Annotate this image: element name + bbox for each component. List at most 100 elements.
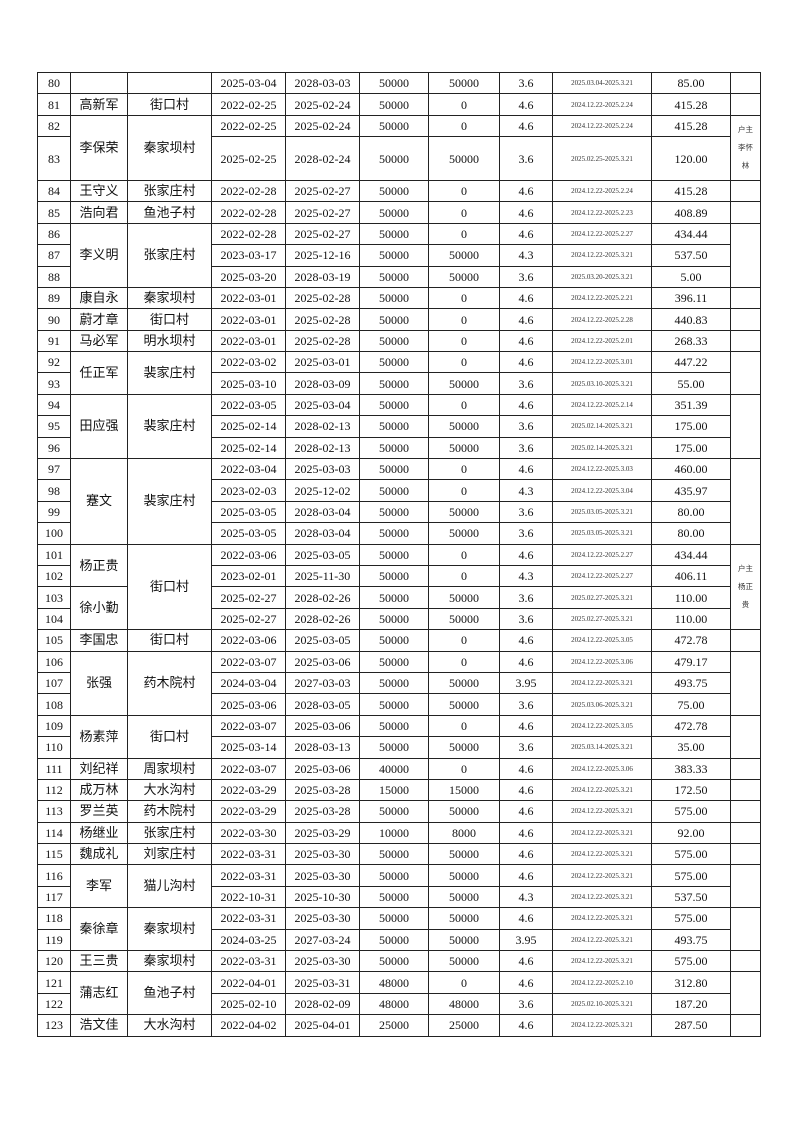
interest-rate: 3.6 — [499, 415, 553, 438]
loan-amount: 50000 — [359, 479, 429, 502]
row-number: 84 — [37, 179, 71, 203]
end-date: 2025-03-30 — [285, 843, 360, 866]
loan-amount: 48000 — [359, 992, 429, 1016]
loan-amount: 50000 — [359, 393, 429, 417]
interest-rate: 4.6 — [499, 757, 553, 780]
loan-amount: 50000 — [359, 543, 429, 567]
row-number: 118 — [37, 907, 71, 930]
interest-period: 2024.12.22-2025.2.01 — [552, 329, 652, 353]
interest-rate: 3.6 — [499, 522, 553, 545]
row-number: 91 — [37, 329, 71, 353]
loan-amount: 50000 — [359, 950, 429, 973]
end-date: 2025-03-30 — [285, 864, 360, 887]
borrower-name: 魏成礼 — [70, 843, 128, 866]
interest-period: 2025.03.14-2025.3.21 — [552, 736, 652, 759]
balance: 0 — [428, 114, 500, 138]
interest-amount: 440.83 — [651, 308, 731, 331]
row-number: 87 — [37, 244, 71, 267]
interest-period: 2024.12.22-2025.2.28 — [552, 308, 652, 331]
note: 户主李怀林 — [730, 114, 761, 181]
note — [730, 629, 761, 652]
interest-period: 2024.12.22-2025.3.04 — [552, 479, 652, 502]
borrower-name: 蒲志红 — [70, 971, 128, 1016]
interest-amount: 408.89 — [651, 201, 731, 224]
table-row: 86 李义明 张家庄村 2022-02-28 2025-02-27 50000 0 4.6 20… — [37, 222, 761, 288]
interest-amount: 435.97 — [651, 479, 731, 502]
balance: 48000 — [428, 992, 500, 1016]
borrower-name: 康自永 — [70, 286, 128, 310]
interest-period: 2025.02.10-2025.3.21 — [552, 992, 652, 1016]
end-date: 2025-03-05 — [285, 543, 360, 567]
interest-amount: 287.50 — [651, 1014, 731, 1037]
table-row: 112 成万林 大水沟村 2022-03-29 2025-03-28 15000 15000… — [37, 778, 761, 802]
interest-period: 2024.12.22-2025.3.05 — [552, 629, 652, 652]
table-row: 95 2025-02-14 2028-02-13 50000 50000 3.6 2025.… — [37, 415, 761, 438]
interest-rate: 3.6 — [499, 71, 553, 95]
balance: 50000 — [428, 500, 500, 524]
balance: 0 — [428, 351, 500, 374]
end-date: 2027-03-24 — [285, 928, 360, 952]
interest-rate: 3.6 — [499, 265, 553, 288]
table-row: 89 康自永 秦家坝村 2022-03-01 2025-02-28 50000 0 4.6 20… — [37, 286, 761, 310]
table-row: 118 秦徐章 秦家坝村 2022-03-31 2025-03-30 50000 50000… — [37, 907, 761, 952]
balance: 0 — [428, 714, 500, 738]
interest-period: 2024.12.22-2025.3.21 — [552, 1014, 652, 1037]
table-row: 123 浩文佳 大水沟村 2022-04-02 2025-04-01 25000 25000… — [37, 1014, 761, 1037]
end-date: 2025-10-30 — [285, 885, 360, 909]
row-number: 83 — [37, 136, 71, 181]
end-date: 2025-12-16 — [285, 244, 360, 267]
borrower-name: 王守义 — [70, 179, 128, 203]
start-date: 2025-02-14 — [211, 415, 286, 438]
village: 张家庄村 — [127, 821, 212, 845]
note — [730, 329, 761, 353]
start-date: 2022-03-31 — [211, 950, 286, 973]
table-row: 115 魏成礼 刘家庄村 2022-03-31 2025-03-30 50000 50000… — [37, 843, 761, 866]
end-date: 2025-03-28 — [285, 778, 360, 802]
interest-amount: 493.75 — [651, 671, 731, 695]
interest-period: 2024.12.22-2025.3.01 — [552, 351, 652, 374]
interest-rate: 4.6 — [499, 800, 553, 823]
interest-amount: 479.17 — [651, 650, 731, 673]
row-number: 111 — [37, 757, 71, 780]
balance: 50000 — [428, 522, 500, 545]
borrower-name: 杨继业 — [70, 821, 128, 845]
balance: 0 — [428, 308, 500, 331]
interest-amount: 120.00 — [651, 136, 731, 181]
row-number: 103 — [37, 586, 71, 609]
table-row: 80 2025-03-04 2028-03-03 50000 50000 3.6 2025.… — [37, 71, 761, 95]
balance: 50000 — [428, 671, 500, 695]
end-date: 2025-03-04 — [285, 393, 360, 417]
note — [730, 821, 761, 845]
interest-period: 2025.02.14-2025.3.21 — [552, 436, 652, 460]
loan-amount: 50000 — [359, 458, 429, 481]
loan-amount: 50000 — [359, 351, 429, 374]
start-date: 2025-02-27 — [211, 586, 286, 609]
interest-period: 2024.12.22-2025.3.21 — [552, 800, 652, 823]
loan-amount: 50000 — [359, 800, 429, 823]
end-date: 2025-02-28 — [285, 308, 360, 331]
village: 猫儿沟村 — [127, 864, 212, 909]
borrower-name: 杨正贵 — [70, 543, 128, 588]
loan-amount: 50000 — [359, 244, 429, 267]
note — [730, 286, 761, 310]
end-date: 2025-03-06 — [285, 714, 360, 738]
interest-period: 2024.12.22-2025.2.24 — [552, 114, 652, 138]
interest-amount: 80.00 — [651, 522, 731, 545]
interest-period: 2024.12.22-2025.3.21 — [552, 244, 652, 267]
start-date: 2022-03-29 — [211, 800, 286, 823]
village: 裴家庄村 — [127, 458, 212, 545]
interest-amount: 575.00 — [651, 843, 731, 866]
row-number: 119 — [37, 928, 71, 952]
table-row: 97 蹇文 裴家庄村 2022-03-04 2025-03-03 50000 0 4.6 202… — [37, 458, 761, 545]
start-date: 2024-03-25 — [211, 928, 286, 952]
start-date: 2022-03-07 — [211, 650, 286, 673]
row-number: 107 — [37, 671, 71, 695]
interest-amount: 187.20 — [651, 992, 731, 1016]
interest-rate: 4.6 — [499, 821, 553, 845]
loan-amount: 48000 — [359, 971, 429, 994]
interest-period: 2025.03.05-2025.3.21 — [552, 500, 652, 524]
table-row: 114 杨继业 张家庄村 2022-03-30 2025-03-29 10000 8000 4… — [37, 821, 761, 845]
start-date: 2022-03-30 — [211, 821, 286, 845]
loan-amount: 50000 — [359, 607, 429, 631]
row-number: 81 — [37, 93, 71, 116]
